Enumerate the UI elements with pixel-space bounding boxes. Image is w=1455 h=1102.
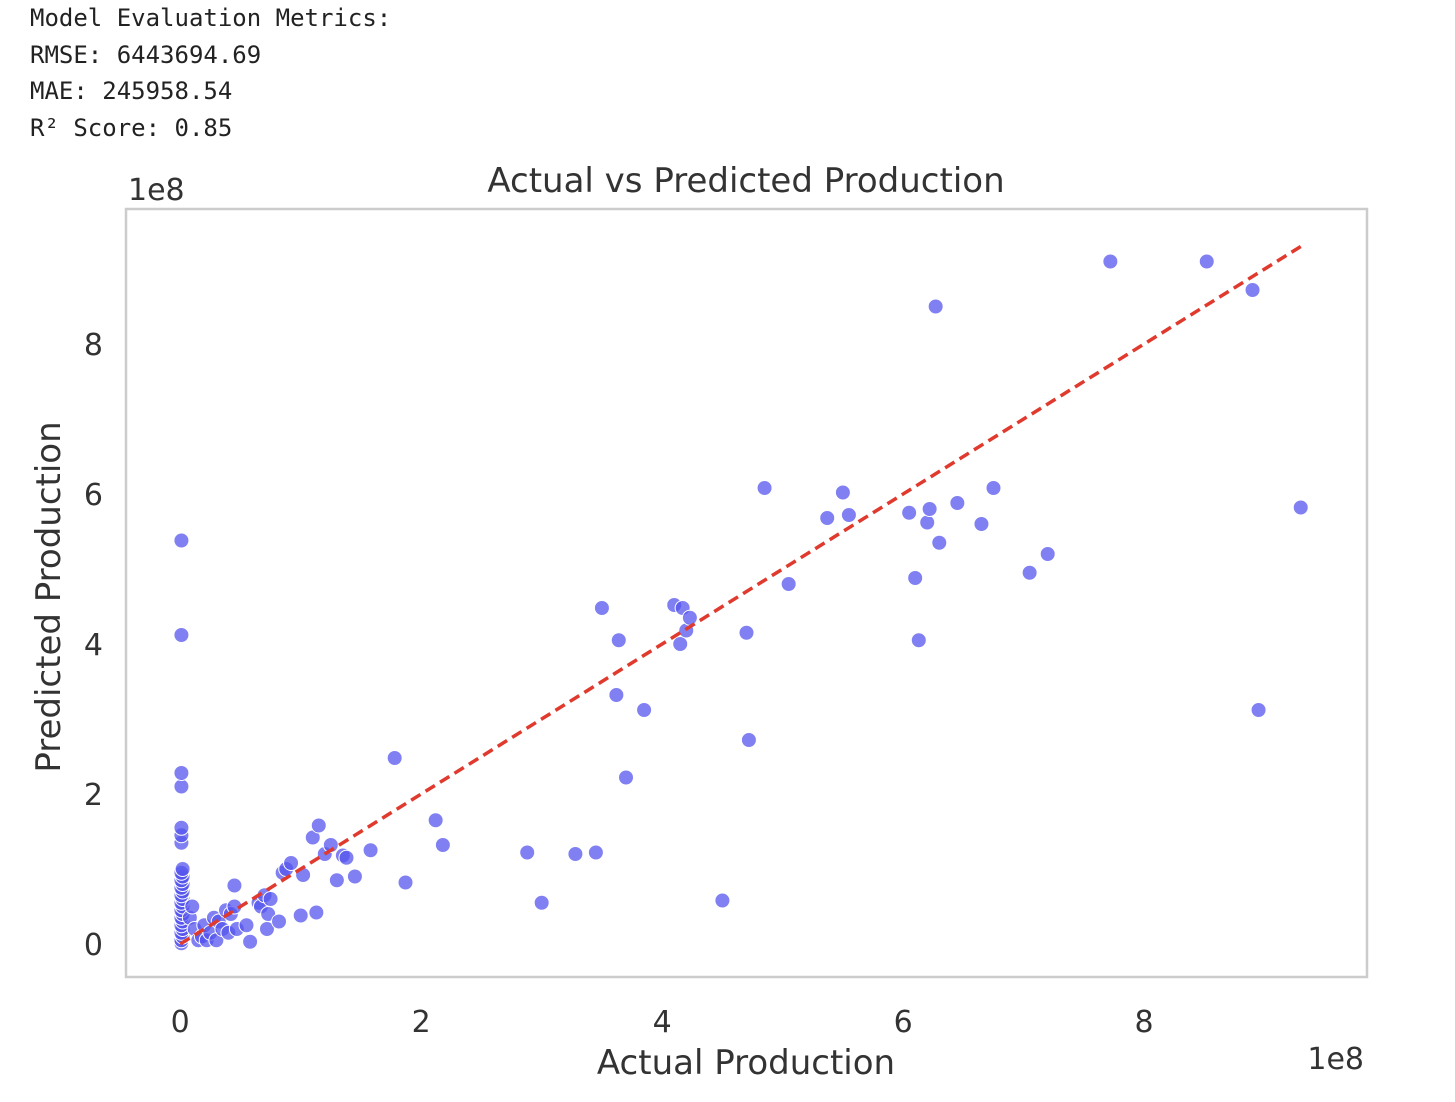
x-offset-text: 1e8	[1307, 1042, 1364, 1077]
metric-rmse: RMSE: 6443694.69	[30, 40, 262, 69]
scatter-point	[427, 812, 444, 829]
scatter-point	[1250, 702, 1267, 718]
scatter-point	[756, 480, 773, 496]
scatter-point	[226, 877, 243, 894]
scatter-point	[931, 534, 948, 551]
y-tick-label: 0	[84, 928, 103, 963]
scatter-point	[738, 624, 755, 641]
scatter-point	[973, 516, 990, 532]
scatter-point	[397, 874, 414, 891]
metrics-output: Model Evaluation Metrics: RMSE: 6443694.…	[30, 0, 391, 146]
scatter-point	[610, 632, 627, 649]
scatter-point	[328, 872, 345, 889]
scatter-point	[346, 868, 363, 885]
scatter-point	[242, 933, 259, 950]
scatter-point	[608, 687, 625, 703]
scatter-point	[714, 892, 731, 909]
scatter-point	[901, 504, 918, 521]
y-tick-labels: 0 2 4 6 8	[84, 328, 103, 963]
y-tick-label: 2	[84, 778, 103, 813]
scatter-point	[919, 514, 936, 531]
metric-mae: MAE: 245958.54	[30, 77, 233, 105]
scatter-point	[618, 769, 635, 786]
scatter-point	[184, 898, 201, 915]
y-tick-label: 6	[84, 478, 103, 513]
scatter-point	[567, 846, 584, 862]
y-tick-label: 4	[84, 628, 103, 663]
scatter-point	[386, 750, 403, 766]
scatter-point	[910, 632, 927, 649]
x-tick-label: 0	[171, 1005, 190, 1040]
scatter-point	[593, 600, 610, 616]
scatter-point	[310, 817, 327, 834]
scatter-point	[672, 636, 689, 652]
y-tick-label: 8	[84, 328, 103, 363]
scatter-point	[780, 576, 797, 592]
scatter-point	[1244, 282, 1261, 298]
scatter-point	[519, 844, 536, 861]
scatter-point	[362, 842, 379, 859]
y-offset-text: 1e8	[128, 173, 185, 208]
scatter-point	[1292, 499, 1309, 516]
scatter-point	[681, 609, 698, 626]
x-tick-label: 6	[894, 1005, 913, 1040]
scatter-point	[740, 732, 757, 748]
scatter-point	[271, 913, 288, 930]
x-tick-label: 4	[653, 1005, 672, 1040]
scatter-point	[283, 855, 300, 871]
scatter-point	[1039, 546, 1056, 562]
x-axis-label: Actual Production	[597, 1043, 895, 1083]
scatter-point	[262, 891, 279, 907]
scatter-point	[636, 702, 653, 718]
scatter-point	[322, 837, 339, 853]
scatter-point	[1021, 564, 1038, 581]
scatter-point	[308, 904, 325, 921]
scatter-point	[1198, 253, 1215, 270]
scatter-point	[907, 570, 924, 586]
x-tick-label: 2	[412, 1005, 431, 1040]
x-tick-label: 8	[1135, 1005, 1154, 1040]
metrics-header: Model Evaluation Metrics:	[30, 4, 392, 32]
scatter-point	[533, 894, 550, 911]
scatter-point	[338, 849, 355, 866]
y-axis-label: Predicted Production	[29, 421, 69, 772]
scatter-point	[834, 484, 851, 501]
chart-title: Actual vs Predicted Production	[487, 161, 1004, 201]
scatter-point	[927, 298, 944, 315]
scatter-point	[173, 627, 190, 643]
scatter-point	[434, 837, 451, 853]
scatter-point	[819, 510, 836, 526]
scatter-point	[173, 532, 190, 549]
scatter-point	[921, 501, 938, 517]
scatter-point	[173, 778, 190, 795]
scatter-point	[840, 507, 857, 523]
scatter-point	[174, 861, 191, 877]
scatter-point	[173, 765, 190, 781]
scatter-point	[292, 907, 309, 924]
scatter-point	[1102, 253, 1119, 270]
scatter-point	[587, 844, 604, 861]
scatter-point	[173, 819, 190, 836]
scatter-point	[238, 917, 255, 934]
scatter-point	[985, 480, 1002, 496]
scatter-point	[949, 495, 966, 511]
x-tick-labels: 0 2 4 6 8	[171, 1005, 1154, 1040]
metric-r2: R² Score: 0.85	[30, 113, 233, 142]
